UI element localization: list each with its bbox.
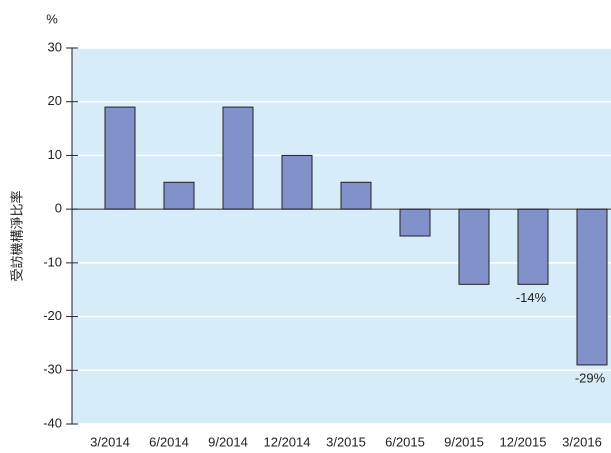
bar xyxy=(576,208,608,366)
bar xyxy=(517,208,549,285)
bar xyxy=(104,106,136,210)
bar xyxy=(458,208,490,285)
x-tick-label: 3/2015 xyxy=(326,434,366,449)
bar xyxy=(163,181,195,210)
y-tick-label: -20 xyxy=(43,308,62,323)
bar xyxy=(281,154,313,210)
y-unit: % xyxy=(46,11,58,26)
x-tick-label: 12/2014 xyxy=(264,434,311,449)
y-tick-label: -30 xyxy=(43,362,62,377)
bar xyxy=(340,181,372,210)
bar xyxy=(399,208,431,237)
x-tick-label: 9/2014 xyxy=(208,434,248,449)
y-tick-label: 30 xyxy=(48,39,62,54)
data-label: -14% xyxy=(516,290,547,305)
x-tick-label: 3/2016 xyxy=(562,434,602,449)
y-axis-label: 受訪機構淨比率 xyxy=(9,190,24,281)
bar xyxy=(222,106,254,210)
y-tick-label: -40 xyxy=(43,415,62,430)
x-tick-label: 9/2015 xyxy=(444,434,484,449)
x-tick-label: 12/2015 xyxy=(500,434,547,449)
x-tick-label: 6/2014 xyxy=(149,434,189,449)
data-label: -29% xyxy=(575,370,606,385)
x-tick-label: 3/2014 xyxy=(90,434,130,449)
x-tick-label: 6/2015 xyxy=(385,434,425,449)
y-tick-label: 20 xyxy=(48,93,62,108)
y-tick-label: 10 xyxy=(48,147,62,162)
y-tick-label: 0 xyxy=(55,201,62,216)
y-tick-label: -10 xyxy=(43,254,62,269)
